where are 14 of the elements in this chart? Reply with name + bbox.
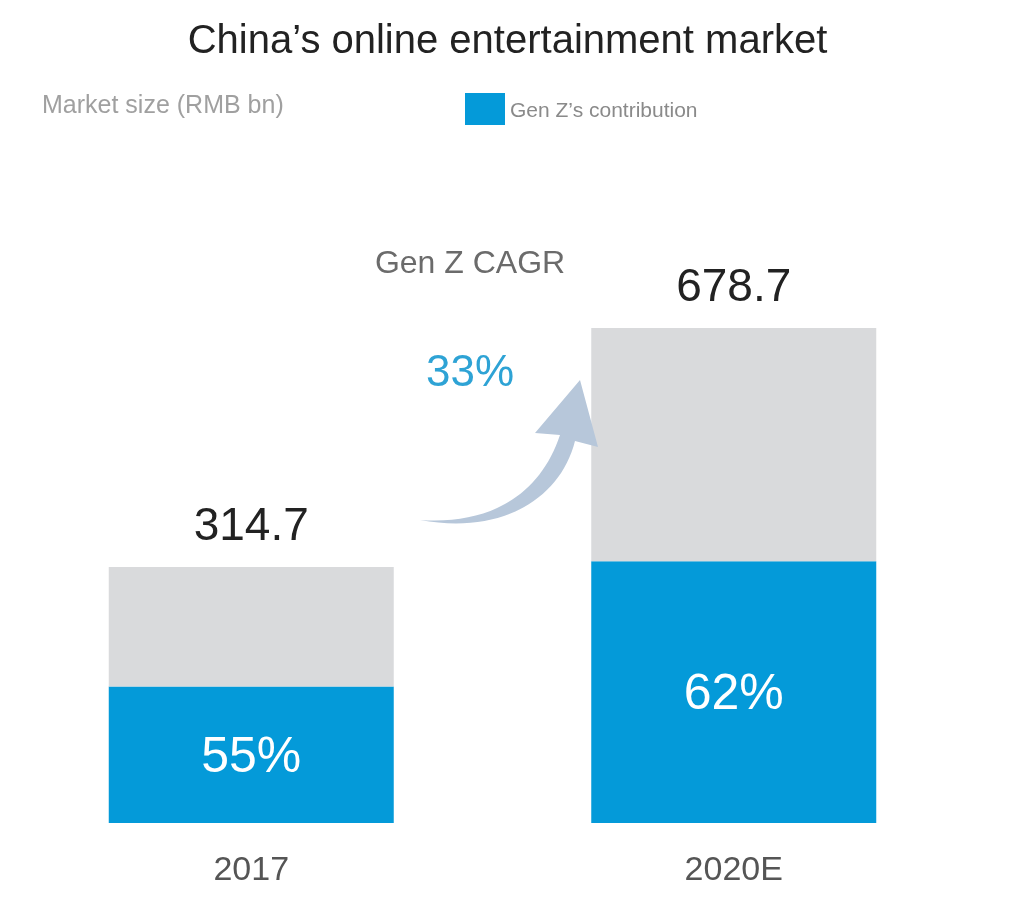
- x-tick-label: 2020E: [684, 849, 783, 887]
- annotation: 55%: [201, 726, 302, 783]
- legend-label: Gen Z’s contribution: [510, 97, 698, 121]
- bar: [591, 561, 877, 823]
- text: Gen Z CAGR: [374, 244, 566, 280]
- annotation: 678.7: [676, 259, 792, 311]
- bar: [108, 567, 394, 687]
- text: Market size (RMB bn): [42, 90, 284, 118]
- bar: [108, 686, 394, 823]
- x-tick-label: 2017: [213, 849, 290, 887]
- annotation: 62%: [683, 664, 784, 721]
- annotation: 314.7: [193, 498, 309, 551]
- chart-title: China’s online entertainment market: [187, 17, 828, 61]
- annotation: 33%: [425, 345, 515, 395]
